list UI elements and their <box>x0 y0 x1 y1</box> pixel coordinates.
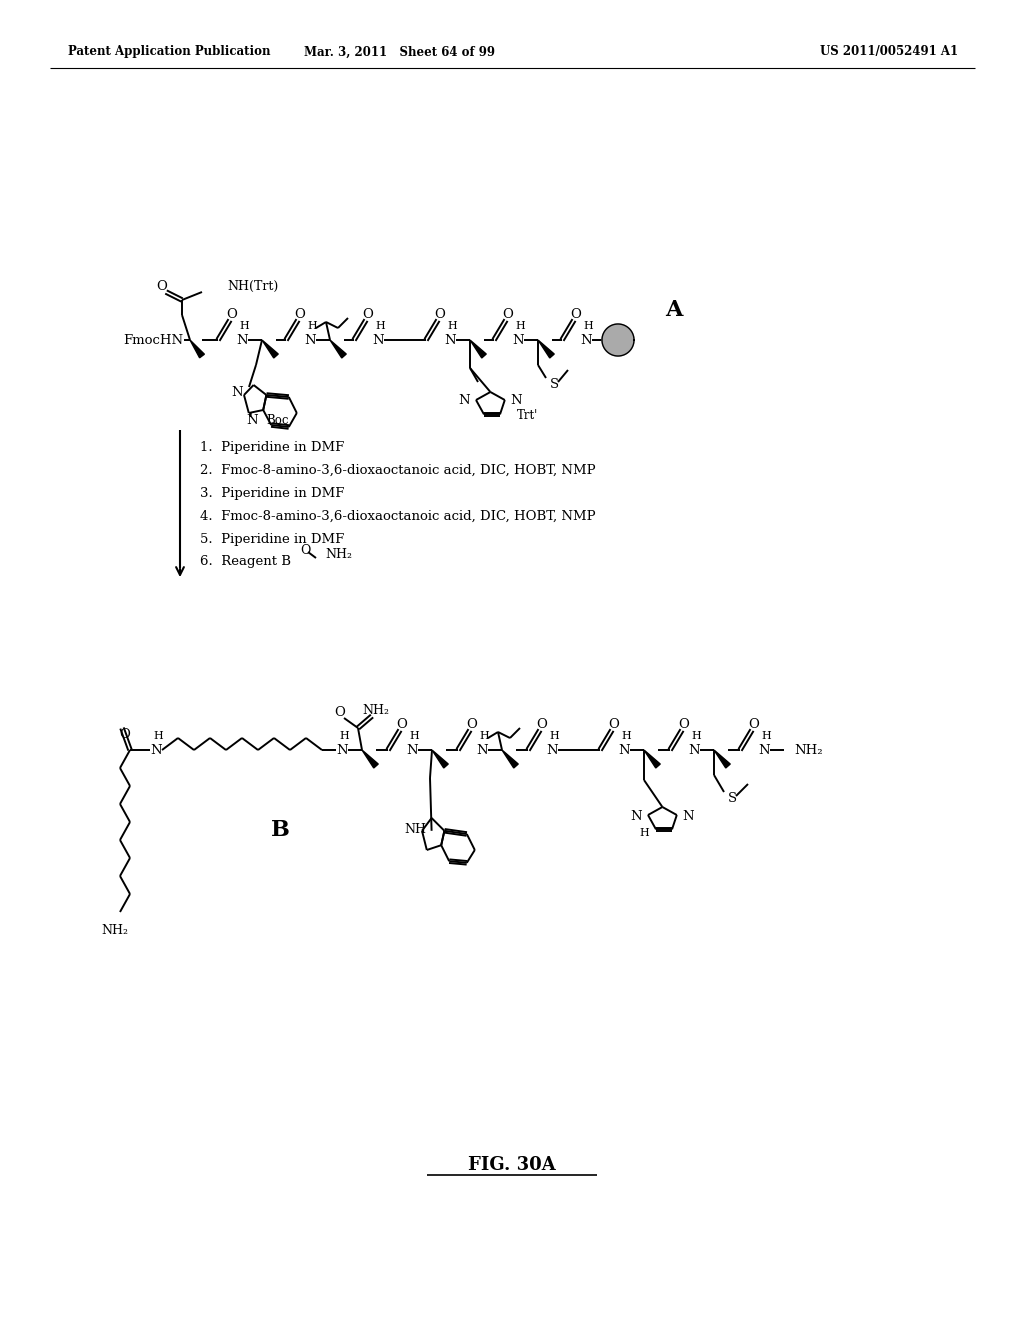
Text: H: H <box>410 731 419 741</box>
Text: N: N <box>688 743 699 756</box>
Text: N: N <box>247 413 258 426</box>
Text: N: N <box>459 395 470 408</box>
Text: N: N <box>407 743 418 756</box>
Text: NH₂: NH₂ <box>794 743 822 756</box>
Text: H: H <box>622 731 631 741</box>
Text: 2.  Fmoc-8-amino-3,6-dioxaoctanoic acid, DIC, HOBT, NMP: 2. Fmoc-8-amino-3,6-dioxaoctanoic acid, … <box>200 463 596 477</box>
Text: Mar. 3, 2011   Sheet 64 of 99: Mar. 3, 2011 Sheet 64 of 99 <box>304 45 496 58</box>
Text: H: H <box>583 321 593 331</box>
Text: O: O <box>226 309 238 322</box>
Text: N: N <box>304 334 315 346</box>
Text: N: N <box>546 743 558 756</box>
Polygon shape <box>644 750 660 768</box>
Text: O: O <box>537 718 548 731</box>
Text: N: N <box>512 334 524 346</box>
Text: NH₂: NH₂ <box>362 704 389 717</box>
Text: O: O <box>120 729 130 742</box>
Text: O: O <box>396 718 408 731</box>
Polygon shape <box>330 341 346 358</box>
Text: H: H <box>479 731 488 741</box>
Text: NH₂: NH₂ <box>101 924 128 936</box>
Text: S: S <box>727 792 736 804</box>
Text: O: O <box>608 718 620 731</box>
Text: 4.  Fmoc-8-amino-3,6-dioxaoctanoic acid, DIC, HOBT, NMP: 4. Fmoc-8-amino-3,6-dioxaoctanoic acid, … <box>200 510 596 523</box>
Text: H: H <box>447 321 457 331</box>
Polygon shape <box>362 750 378 768</box>
Text: 6.  Reagent B: 6. Reagent B <box>200 556 291 569</box>
Text: N: N <box>631 809 642 822</box>
Text: O: O <box>335 706 345 719</box>
Text: N: N <box>758 743 770 756</box>
Polygon shape <box>190 341 205 358</box>
Text: NH₂: NH₂ <box>325 548 352 561</box>
Text: O: O <box>300 544 310 557</box>
Text: N: N <box>231 387 243 400</box>
Polygon shape <box>602 323 634 356</box>
Text: H: H <box>761 731 771 741</box>
Text: Trt': Trt' <box>516 409 538 421</box>
Text: N: N <box>682 809 694 822</box>
Text: 5.  Piperidine in DMF: 5. Piperidine in DMF <box>200 532 344 545</box>
Text: 1.  Piperidine in DMF: 1. Piperidine in DMF <box>200 441 344 454</box>
Polygon shape <box>538 341 554 358</box>
Text: O: O <box>362 309 374 322</box>
Polygon shape <box>432 750 449 768</box>
Text: O: O <box>295 309 305 322</box>
Polygon shape <box>470 341 486 358</box>
Text: N: N <box>336 743 348 756</box>
Text: N: N <box>444 334 456 346</box>
Text: NH: NH <box>404 822 426 836</box>
Text: Boc: Boc <box>266 413 289 426</box>
Text: O: O <box>503 309 513 322</box>
Text: Patent Application Publication: Patent Application Publication <box>68 45 270 58</box>
Text: H: H <box>154 731 163 741</box>
Text: H: H <box>339 731 349 741</box>
Text: H: H <box>549 731 559 741</box>
Text: O: O <box>749 718 760 731</box>
Text: H: H <box>375 321 385 331</box>
Text: US 2011/0052491 A1: US 2011/0052491 A1 <box>820 45 958 58</box>
Text: A: A <box>666 300 683 321</box>
Text: H: H <box>515 321 525 331</box>
Text: B: B <box>270 818 290 841</box>
Text: N: N <box>151 743 162 756</box>
Text: N: N <box>237 334 248 346</box>
Text: N: N <box>618 743 630 756</box>
Text: N: N <box>476 743 487 756</box>
Text: H: H <box>639 828 649 838</box>
Text: H: H <box>691 731 700 741</box>
Text: O: O <box>434 309 445 322</box>
Text: N: N <box>372 334 384 346</box>
Text: FmocHN: FmocHN <box>123 334 183 346</box>
Text: H: H <box>307 321 316 331</box>
Text: N: N <box>581 334 592 346</box>
Text: O: O <box>157 280 168 293</box>
Polygon shape <box>714 750 730 768</box>
Text: S: S <box>550 378 558 391</box>
Text: 3.  Piperidine in DMF: 3. Piperidine in DMF <box>200 487 344 499</box>
Text: O: O <box>570 309 582 322</box>
Text: O: O <box>679 718 689 731</box>
Text: H: H <box>240 321 249 331</box>
Text: O: O <box>467 718 477 731</box>
Text: FIG. 30A: FIG. 30A <box>468 1156 556 1173</box>
Text: N: N <box>510 395 522 408</box>
Text: NH(Trt): NH(Trt) <box>227 280 279 293</box>
Polygon shape <box>502 750 518 768</box>
Polygon shape <box>262 341 279 358</box>
